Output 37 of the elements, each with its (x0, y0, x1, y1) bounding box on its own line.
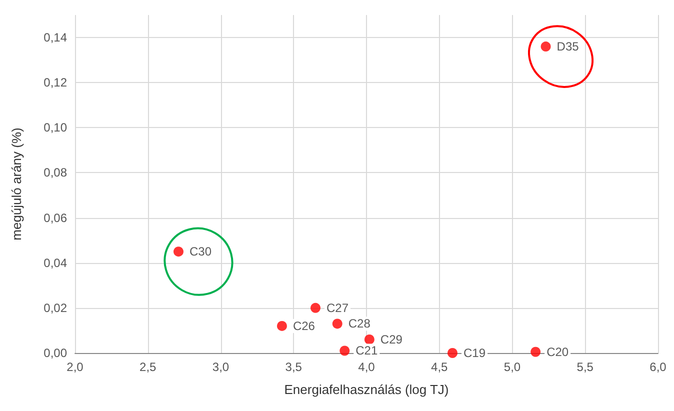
x-tick-label: 2,5 (140, 360, 157, 374)
point (310, 302, 320, 313)
x-tick-label: 3,5 (285, 360, 302, 374)
y-tick-label: 0,02 (44, 300, 68, 315)
annotation: C27 (326, 300, 349, 315)
y-axis-title: megújuló arány (%) (9, 128, 24, 240)
x-tick-label: 6,0 (650, 360, 667, 374)
y-tick-label: 0,14 (44, 30, 68, 45)
annotation: C30 (189, 244, 212, 259)
y-tick-label: 0,00 (44, 346, 68, 360)
point (276, 320, 287, 331)
y-tick-label: 0,06 (44, 210, 68, 225)
annotation: C19 (463, 346, 486, 360)
annotation: C20 (546, 344, 569, 359)
annotation: C26 (292, 318, 316, 333)
y-tick-label: 0,12 (44, 76, 68, 90)
y-tick-label: 0,08 (44, 166, 68, 180)
annotation: C28 (348, 316, 371, 331)
point (173, 246, 184, 257)
x-tick-label: 2,0 (66, 360, 84, 374)
point (332, 318, 342, 329)
point (540, 42, 551, 52)
x-tick-label: 5,0 (504, 360, 521, 374)
annotation: D35 (556, 40, 580, 54)
x-tick-label: 4,0 (358, 360, 376, 374)
x-axis-title: Energiafelhasználás (log TJ) (284, 382, 449, 397)
x-tick-label: 3,0 (212, 360, 230, 374)
x-tick-label: 5,5 (576, 360, 594, 374)
point (448, 348, 458, 358)
annotation: C29 (380, 332, 403, 346)
x-tick-label: 4,5 (431, 360, 448, 374)
point (364, 334, 374, 344)
point (530, 346, 541, 357)
annotation: C21 (356, 344, 378, 358)
point (340, 346, 350, 356)
y-tick-label: 0,10 (44, 120, 68, 135)
y-tick-label: 0,04 (44, 256, 68, 270)
